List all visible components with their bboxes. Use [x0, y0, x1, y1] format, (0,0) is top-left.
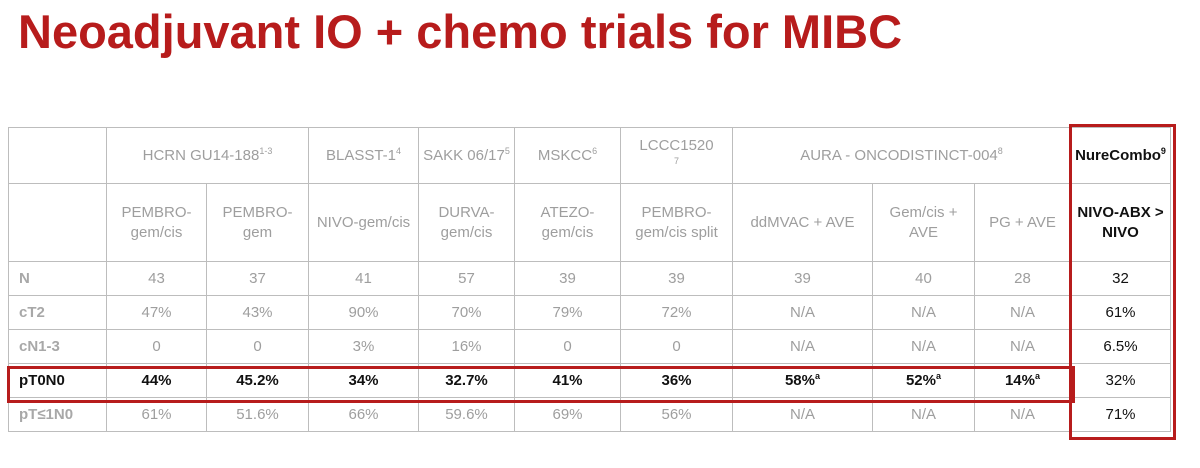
table-cell: N/A [872, 295, 975, 330]
table-cell: 0 [514, 329, 621, 364]
arm-cell: DURVA-gem/cis [418, 183, 515, 262]
table-cell: 16% [418, 329, 515, 364]
table-row-n: N 43 37 41 57 39 39 39 40 28 32 [8, 261, 1171, 296]
footnote-mark: a [936, 370, 942, 381]
trial-sakk: SAKK 06/175 [418, 127, 515, 184]
table-cell: 28 [974, 261, 1071, 296]
table-cell: N/A [974, 397, 1071, 432]
table-cell: 37 [206, 261, 309, 296]
table-cell-nurecombo: 32 [1070, 261, 1171, 296]
row-label: N [8, 261, 107, 296]
arm-cell: PEMBRO-gem/cis split [620, 183, 733, 262]
table-cell: 52%a [872, 363, 975, 398]
trial-nurecombo: NureCombo9 [1070, 127, 1171, 184]
table-cell: 3% [308, 329, 419, 364]
table-cell-nurecombo: 61% [1070, 295, 1171, 330]
corner-cell [8, 127, 107, 184]
table-cell-nurecombo: 6.5% [1070, 329, 1171, 364]
table-cell: 41 [308, 261, 419, 296]
arm-cell: ATEZO-gem/cis [514, 183, 621, 262]
footnote-mark: a [1035, 370, 1041, 381]
table-cell: 57 [418, 261, 515, 296]
table-cell: 70% [418, 295, 515, 330]
trial-name-row: HCRN GU14-1881-3 BLASST-14 SAKK 06/175 M… [8, 127, 1171, 184]
table-cell: 0 [620, 329, 733, 364]
table-cell: N/A [732, 329, 873, 364]
table-cell: 41% [514, 363, 621, 398]
table-cell: 32.7% [418, 363, 515, 398]
footnote-mark: a [815, 370, 821, 381]
table-cell: 36% [620, 363, 733, 398]
trial-mskcc: MSKCC6 [514, 127, 621, 184]
arm-cell: PEMBRO-gem [206, 183, 309, 262]
table-cell: 0 [206, 329, 309, 364]
table-cell: 51.6% [206, 397, 309, 432]
table-cell: 56% [620, 397, 733, 432]
table-cell: 61% [106, 397, 207, 432]
table-cell: N/A [872, 397, 975, 432]
table-cell: 39 [732, 261, 873, 296]
table-row-cn13: cN1-3 0 0 3% 16% 0 0 N/A N/A N/A 6.5% [8, 329, 1171, 364]
table-cell: 43% [206, 295, 309, 330]
page-title: Neoadjuvant IO + chemo trials for MIBC [18, 5, 903, 58]
table-cell: 0 [106, 329, 207, 364]
table-cell: 66% [308, 397, 419, 432]
arm-cell-nurecombo: NIVO-ABX > NIVO [1070, 183, 1171, 262]
table-cell: 90% [308, 295, 419, 330]
row-label: cT2 [8, 295, 107, 330]
table-cell: 72% [620, 295, 733, 330]
table-cell: N/A [732, 295, 873, 330]
table-cell: 43 [106, 261, 207, 296]
table-cell: 40 [872, 261, 975, 296]
table-cell: N/A [974, 295, 1071, 330]
table-row-pt1n0: pT≤1N0 61% 51.6% 66% 59.6% 69% 56% N/A N… [8, 397, 1171, 432]
trial-aura: AURA - ONCODISTINCT-0048 [732, 127, 1071, 184]
arm-row: PEMBRO-gem/cis PEMBRO-gem NIVO-gem/cis D… [8, 183, 1171, 262]
table-cell: 79% [514, 295, 621, 330]
table-row-pt0n0: pT0N0 44% 45.2% 34% 32.7% 41% 36% 58%a 5… [8, 363, 1171, 398]
table-cell: N/A [872, 329, 975, 364]
table-cell-nurecombo: 71% [1070, 397, 1171, 432]
table-cell: 58%a [732, 363, 873, 398]
table-cell: 14%a [974, 363, 1071, 398]
table-row-ct2: cT2 47% 43% 90% 70% 79% 72% N/A N/A N/A … [8, 295, 1171, 330]
trial-hcrn: HCRN GU14-1881-3 [106, 127, 309, 184]
trials-table: HCRN GU14-1881-3 BLASST-14 SAKK 06/175 M… [8, 127, 1171, 432]
table-cell: N/A [732, 397, 873, 432]
arm-cell: PG + AVE [974, 183, 1071, 262]
arm-cell: ddMVAC + AVE [732, 183, 873, 262]
row-label: cN1-3 [8, 329, 107, 364]
table-cell: 39 [620, 261, 733, 296]
table-cell-nurecombo: 32% [1070, 363, 1171, 398]
table-cell: 34% [308, 363, 419, 398]
arm-cell: Gem/cis + AVE [872, 183, 975, 262]
row-label: pT0N0 [8, 363, 107, 398]
table-cell: 69% [514, 397, 621, 432]
table-cell: 39 [514, 261, 621, 296]
table-cell: 59.6% [418, 397, 515, 432]
trial-lccc: LCCC1520 7 [620, 127, 733, 184]
table-cell: N/A [974, 329, 1071, 364]
arm-label-cell [8, 183, 107, 262]
arm-cell: NIVO-gem/cis [308, 183, 419, 262]
trial-blasst: BLASST-14 [308, 127, 419, 184]
arm-cell: PEMBRO-gem/cis [106, 183, 207, 262]
row-label: pT≤1N0 [8, 397, 107, 432]
table-cell: 44% [106, 363, 207, 398]
table-cell: 47% [106, 295, 207, 330]
table-cell: 45.2% [206, 363, 309, 398]
